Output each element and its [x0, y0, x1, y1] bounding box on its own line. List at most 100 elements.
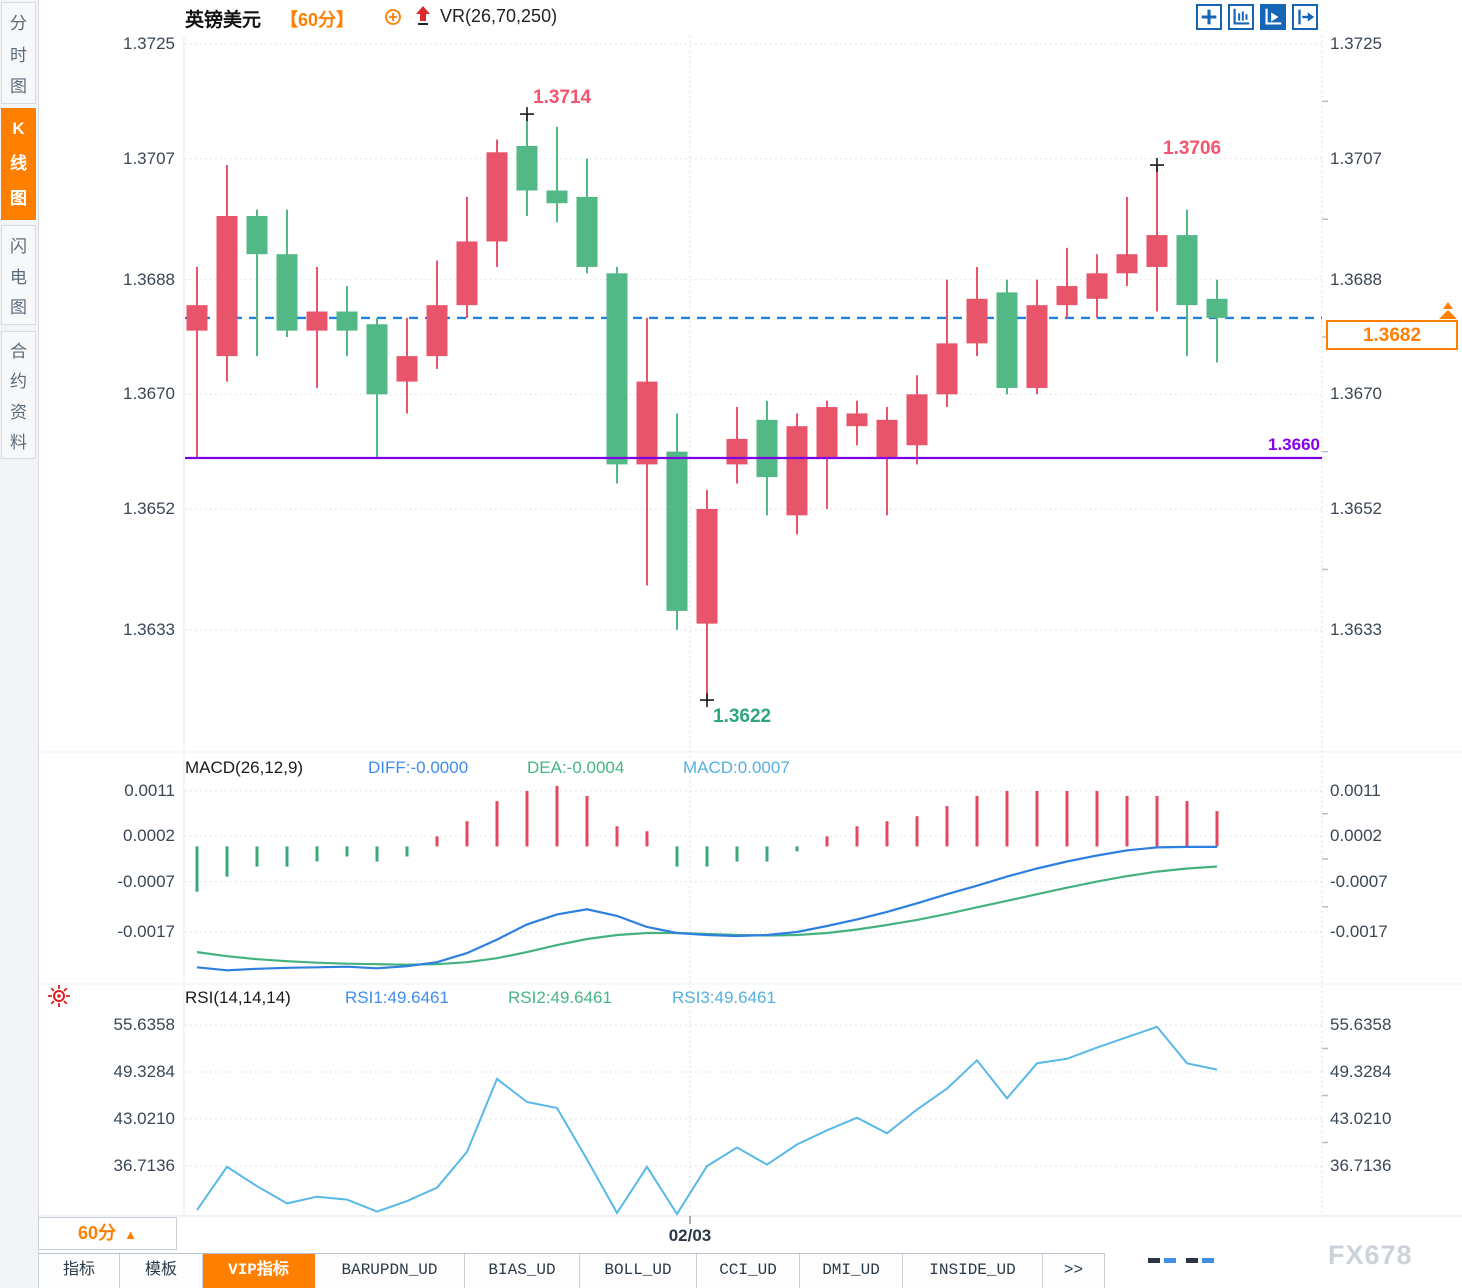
sidebar-tab-char: K [12, 119, 25, 138]
crosshair-button[interactable] [1196, 4, 1222, 30]
candle-body [246, 215, 268, 255]
bottom-tab-cciud[interactable]: CCI_UD [697, 1254, 800, 1288]
axis-tick-label: 1.3725 [1330, 34, 1382, 53]
candle-body [1146, 235, 1168, 267]
marker-cross-icon [700, 693, 714, 708]
candle-body [546, 190, 568, 204]
sidebar-tab-char: 图 [10, 189, 27, 208]
axis-tick-label: -0.0017 [1330, 922, 1388, 941]
price-up-arrow-icon [1443, 302, 1453, 309]
axis-tick-label: 55.6358 [1330, 1015, 1392, 1034]
symbol-title: 英镑美元 [185, 10, 262, 31]
axis-tick-label: 43.0210 [113, 1109, 175, 1128]
axis-tick-label: -0.0007 [117, 871, 175, 891]
bottom-tab-vip[interactable]: VIP指标 [203, 1254, 315, 1288]
candle-body [636, 381, 658, 465]
hline-price-label: 1.3660 [1268, 435, 1320, 454]
candle-body [666, 451, 688, 611]
axis-tick-label: 49.3284 [113, 1062, 175, 1081]
axis-tick-label: 0.0011 [1330, 781, 1381, 800]
bottom-tab-insideud[interactable]: INSIDE_UD [903, 1254, 1043, 1288]
axis-play-button[interactable] [1260, 4, 1286, 30]
macd-diff-value: DIFF:-0.0000 [368, 758, 469, 777]
candle-body [966, 298, 988, 344]
bottom-tab-bollud[interactable]: BOLL_UD [580, 1254, 697, 1288]
period-label[interactable]: 【60分】 [280, 10, 355, 30]
candle-body [876, 419, 898, 459]
axis-tick-label: 1.3688 [123, 269, 175, 289]
axis-tick-label: -0.0007 [1330, 871, 1388, 891]
candle-body [306, 311, 328, 331]
collapse-panel-button[interactable] [1292, 4, 1318, 30]
bottom-tab-[interactable]: >> [1043, 1254, 1105, 1288]
candle-body [426, 305, 448, 357]
candle-body [1056, 286, 1078, 306]
candle-body [1116, 254, 1138, 274]
watermark: FX678 [1328, 1240, 1413, 1270]
rsi-line [196, 1025, 1218, 1216]
axis-tick-label: 1.3725 [123, 34, 175, 53]
period-selector-label: 60分 [78, 1223, 117, 1243]
sidebar-tab-3[interactable]: 闪电图 [1, 225, 36, 325]
axis-tick-label: -0.0017 [117, 922, 175, 941]
candle-body [336, 311, 358, 331]
axis-tick-label: 36.7136 [1330, 1156, 1392, 1175]
dash-decoration [1202, 1258, 1214, 1263]
sidebar-tab-char: 约 [10, 372, 27, 392]
axis-tick-label: 36.7136 [113, 1156, 175, 1175]
candle-body [1206, 298, 1228, 318]
sidebar-tab-char: 资 [10, 402, 27, 422]
axis-tick-label: 0.0002 [1330, 826, 1382, 846]
candle-body [516, 145, 538, 191]
bottom-tab-dmiud[interactable]: DMI_UD [800, 1254, 903, 1288]
candle-body [456, 241, 478, 306]
macd-value: MACD:0.0007 [683, 758, 790, 777]
sidebar-tab-char: 图 [10, 298, 27, 318]
candle-body [486, 152, 508, 242]
x-axis-date-label: 02/03 [668, 1226, 712, 1245]
axis-tick-label: 1.3688 [1330, 269, 1382, 289]
bottom-tab-[interactable]: 指标 [38, 1254, 120, 1288]
candle-body [276, 254, 298, 331]
settings-sun-icon[interactable] [46, 983, 72, 1014]
sidebar-tab-char: 电 [10, 267, 27, 287]
dash-decoration [1148, 1258, 1160, 1263]
current-price-box: 1.3682 [1326, 320, 1458, 350]
sidebar-tab-char: 图 [10, 76, 27, 96]
bottom-tab-[interactable]: 模板 [120, 1254, 203, 1288]
price-marker-label: 1.3714 [533, 87, 592, 109]
axis-tick-label: 1.3670 [123, 384, 175, 404]
macd-dea-value: DEA:-0.0004 [527, 758, 625, 777]
indicator-tab-bar: 指标 模板 VIP指标 BARUPDN_UD BIAS_UD BOLL_UD CCI_UD D… [38, 1253, 1105, 1288]
period-selector-button[interactable]: 60分 ▲ [38, 1217, 177, 1250]
bottom-tab-biasud[interactable]: BIAS_UD [465, 1254, 580, 1288]
sidebar-tab-char: 时 [10, 45, 27, 65]
axis-zoom-icon [1233, 8, 1250, 25]
rsi3-value: RSI3:49.6461 [672, 988, 776, 1007]
axis-tick-label: 1.3652 [123, 498, 175, 518]
sidebar-tab-4[interactable]: 合约资料 [1, 331, 36, 459]
macd-title: MACD(26,12,9) [185, 758, 304, 777]
axis-tick-label: 1.3652 [1330, 498, 1382, 518]
sidebar-tab-char: 闪 [10, 236, 27, 256]
candle-body [216, 215, 238, 357]
sidebar-tab-char: 线 [10, 154, 27, 173]
marker-cross-icon [520, 107, 534, 122]
bottom-tab-barupdnud[interactable]: BARUPDN_UD [315, 1254, 465, 1288]
axis-tick-label: 1.3633 [1330, 620, 1382, 639]
candle-body [1026, 305, 1048, 388]
candle-body [726, 438, 748, 465]
axis-zoom-button[interactable] [1228, 4, 1254, 30]
sidebar-tab-1[interactable]: 分时图 [1, 2, 36, 104]
candle-body [1086, 273, 1108, 299]
candle-body [846, 413, 868, 427]
triangle-up-icon: ▲ [124, 1227, 137, 1242]
candle-body [186, 305, 208, 331]
candle-body [696, 508, 718, 624]
candle-body [366, 324, 388, 395]
add-indicator-icon[interactable] [384, 8, 402, 31]
